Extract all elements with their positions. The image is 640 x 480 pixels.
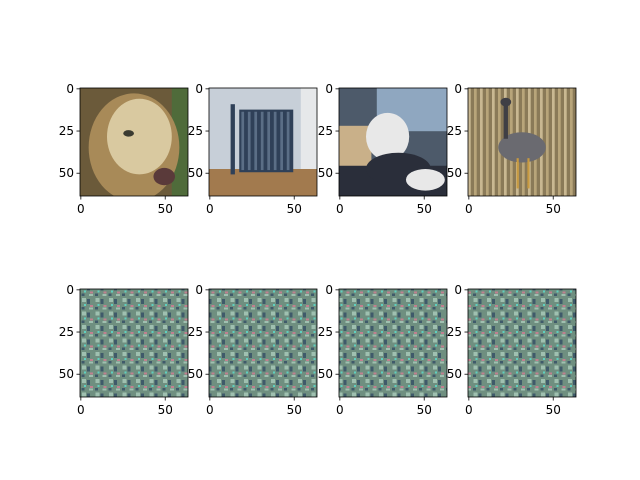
y-tick-label: 25 xyxy=(188,124,203,138)
y-tick-label: 50 xyxy=(318,367,333,381)
x-tick-label: 0 xyxy=(465,403,473,417)
axes-frame xyxy=(338,87,448,197)
y-tick-label: 50 xyxy=(318,166,333,180)
x-tick-label: 50 xyxy=(417,403,432,417)
y-tick-label: 50 xyxy=(59,367,74,381)
y-tick-label: 50 xyxy=(447,367,462,381)
image-content xyxy=(339,88,447,196)
subplot-8: 0 50 0 25 50 xyxy=(447,283,577,417)
y-tick-label: 25 xyxy=(447,124,462,138)
x-tick-label: 50 xyxy=(158,403,173,417)
y-tick-label: 25 xyxy=(188,325,203,339)
image-content xyxy=(80,88,188,196)
x-tick-label: 50 xyxy=(158,202,173,216)
y-tick-label: 25 xyxy=(318,124,333,138)
y-tick-label: 0 xyxy=(454,283,462,297)
image-content xyxy=(209,88,317,196)
x-tick-label: 0 xyxy=(465,202,473,216)
subplot-7: 0 50 0 25 50 xyxy=(318,283,448,417)
y-tick-label: 0 xyxy=(195,82,203,96)
image-content xyxy=(209,289,317,397)
y-tick-label: 50 xyxy=(188,367,203,381)
axes-frame xyxy=(79,288,189,398)
x-tick-label: 50 xyxy=(546,403,561,417)
axes-frame xyxy=(338,288,448,398)
axes-frame xyxy=(467,87,577,197)
x-tick-label: 0 xyxy=(336,202,344,216)
image-content xyxy=(468,289,576,397)
y-tick-label: 50 xyxy=(447,166,462,180)
image-content xyxy=(339,289,447,397)
y-tick-label: 25 xyxy=(59,325,74,339)
y-tick-label: 0 xyxy=(325,283,333,297)
subplot-5: 0 50 0 25 50 xyxy=(59,283,189,417)
x-tick-label: 0 xyxy=(77,403,85,417)
y-tick-label: 0 xyxy=(454,82,462,96)
axes-frame xyxy=(208,87,318,197)
x-tick-label: 50 xyxy=(287,202,302,216)
image-content xyxy=(468,88,576,196)
x-tick-label: 50 xyxy=(287,403,302,417)
subplot-3: 0 50 0 25 50 xyxy=(318,82,448,216)
x-tick-label: 0 xyxy=(77,202,85,216)
subplot-6: 0 50 0 25 50 xyxy=(188,283,318,417)
axes-frame xyxy=(208,288,318,398)
y-tick-label: 0 xyxy=(195,283,203,297)
image-content xyxy=(80,289,188,397)
y-tick-label: 0 xyxy=(325,82,333,96)
subplot-4: 0 50 0 25 50 xyxy=(447,82,577,216)
x-tick-label: 0 xyxy=(206,403,214,417)
x-tick-label: 0 xyxy=(336,403,344,417)
y-tick-label: 25 xyxy=(59,124,74,138)
x-tick-label: 50 xyxy=(546,202,561,216)
subplot-1: 0 50 0 25 50 xyxy=(59,82,189,216)
y-tick-label: 50 xyxy=(188,166,203,180)
y-tick-label: 0 xyxy=(66,283,74,297)
x-tick-label: 0 xyxy=(206,202,214,216)
y-tick-label: 0 xyxy=(66,82,74,96)
axes-frame xyxy=(467,288,577,398)
y-tick-label: 25 xyxy=(318,325,333,339)
axes-frame xyxy=(79,87,189,197)
subplot-2: 0 50 0 25 50 xyxy=(188,82,318,216)
y-tick-label: 25 xyxy=(447,325,462,339)
x-tick-label: 50 xyxy=(417,202,432,216)
y-tick-label: 50 xyxy=(59,166,74,180)
